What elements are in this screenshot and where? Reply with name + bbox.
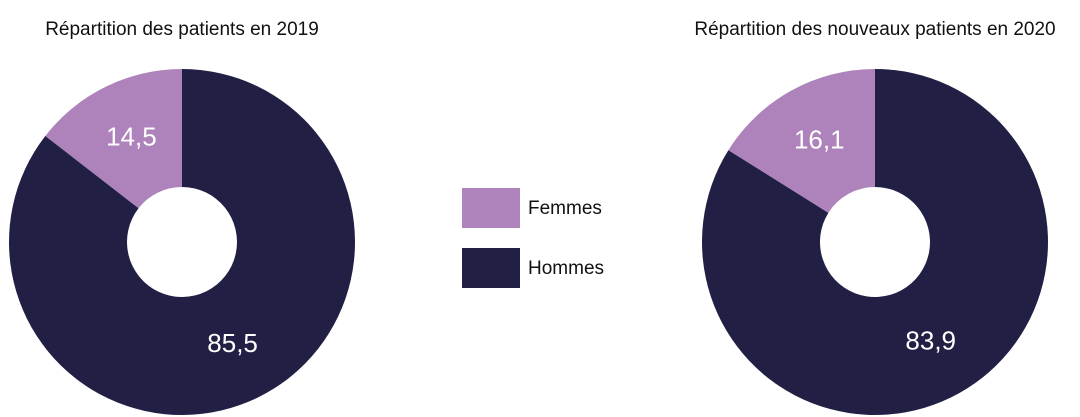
value-label: 14,5	[106, 122, 157, 152]
value-label: 85,5	[207, 328, 258, 358]
value-label: 16,1	[794, 124, 845, 154]
legend-swatch	[462, 248, 520, 288]
legend-label: Hommes	[528, 258, 604, 279]
chart-title: Répartition des patients en 2019	[45, 19, 319, 40]
chart-title: Répartition des nouveaux patients en 202…	[694, 19, 1055, 40]
donut-segment	[8, 69, 355, 415]
donut-segment	[45, 69, 182, 209]
donut-segment	[728, 69, 875, 213]
value-label: 83,9	[905, 325, 956, 355]
legend-swatch	[462, 188, 520, 228]
donut-segment	[702, 69, 1048, 416]
legend-label: Femmes	[528, 198, 602, 219]
